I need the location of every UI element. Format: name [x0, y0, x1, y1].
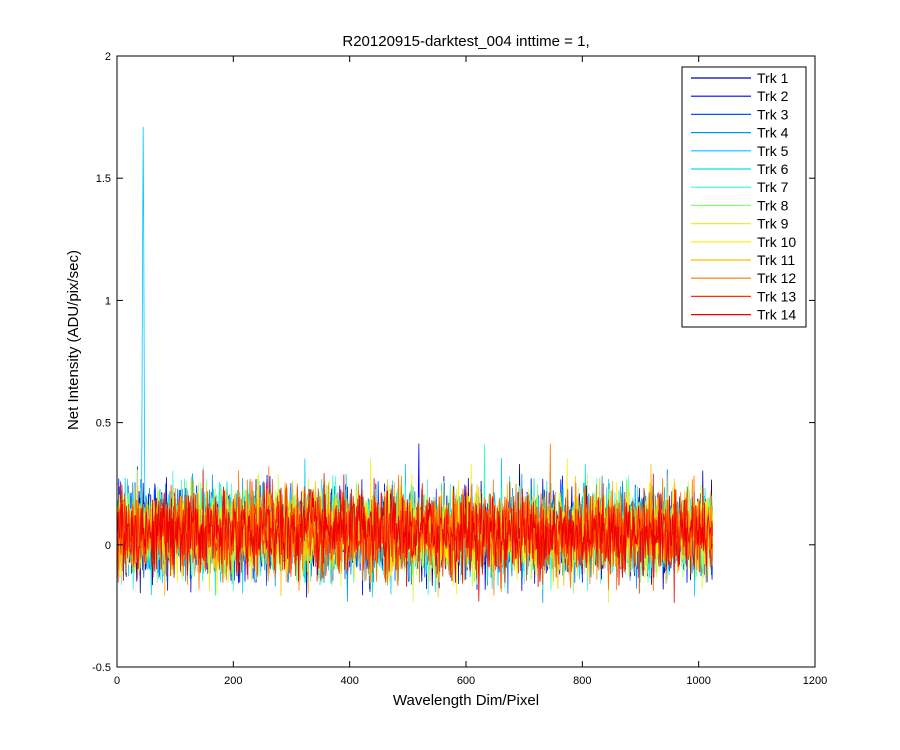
x-tick-label: 200 — [224, 675, 242, 687]
legend-box — [681, 66, 807, 328]
y-tick-label: 0 — [105, 540, 111, 552]
series-layer — [117, 126, 714, 603]
x-tick-label: 600 — [457, 675, 475, 687]
y-tick-label: 0.5 — [96, 418, 111, 430]
legend-label: Trk 6 — [757, 161, 789, 177]
x-tick-label: 400 — [340, 675, 358, 687]
legend-label: Trk 4 — [757, 125, 789, 141]
y-tick-label: 1 — [105, 295, 111, 307]
legend: Trk 1 Trk 2 Trk 3 Trk 4 Trk 5 Trk 6 Trk 7 Trk 8… — [681, 66, 807, 328]
y-tick-label: 1.5 — [96, 173, 111, 185]
legend-label: Trk 1 — [757, 70, 789, 86]
y-axis: -0.5 0 0.5 1 1.5 2 — [92, 51, 815, 674]
y-tick-label: 2 — [105, 51, 111, 63]
legend-label: Trk 7 — [757, 179, 789, 195]
legend-label: Trk 11 — [757, 252, 795, 268]
x-tick-label: 1200 — [803, 675, 827, 687]
y-axis-label: Net Intensity (ADU/pix/sec) — [65, 250, 82, 430]
x-axis: 0 200 400 600 800 1000 1200 — [114, 56, 827, 687]
series-line-trk-14 — [117, 469, 713, 603]
x-tick-label: 0 — [114, 675, 120, 687]
legend-label: Trk 10 — [757, 234, 796, 250]
x-axis-label: Wavelength Dim/Pixel — [393, 692, 539, 709]
legend-label: Trk 12 — [757, 270, 796, 286]
legend-label: Trk 9 — [757, 216, 789, 232]
legend-label: Trk 2 — [757, 88, 789, 104]
legend-label: Trk 13 — [757, 288, 796, 304]
legend-label: Trk 5 — [757, 143, 789, 159]
legend-label: Trk 8 — [757, 197, 789, 213]
y-tick-label: -0.5 — [92, 662, 111, 674]
x-tick-label: 1000 — [686, 675, 710, 687]
legend-label: Trk 3 — [757, 106, 789, 122]
x-tick-label: 800 — [573, 675, 591, 687]
legend-label: Trk 14 — [757, 307, 796, 323]
chart-title: R20120915-darktest_004 inttime = 1, — [342, 33, 589, 50]
